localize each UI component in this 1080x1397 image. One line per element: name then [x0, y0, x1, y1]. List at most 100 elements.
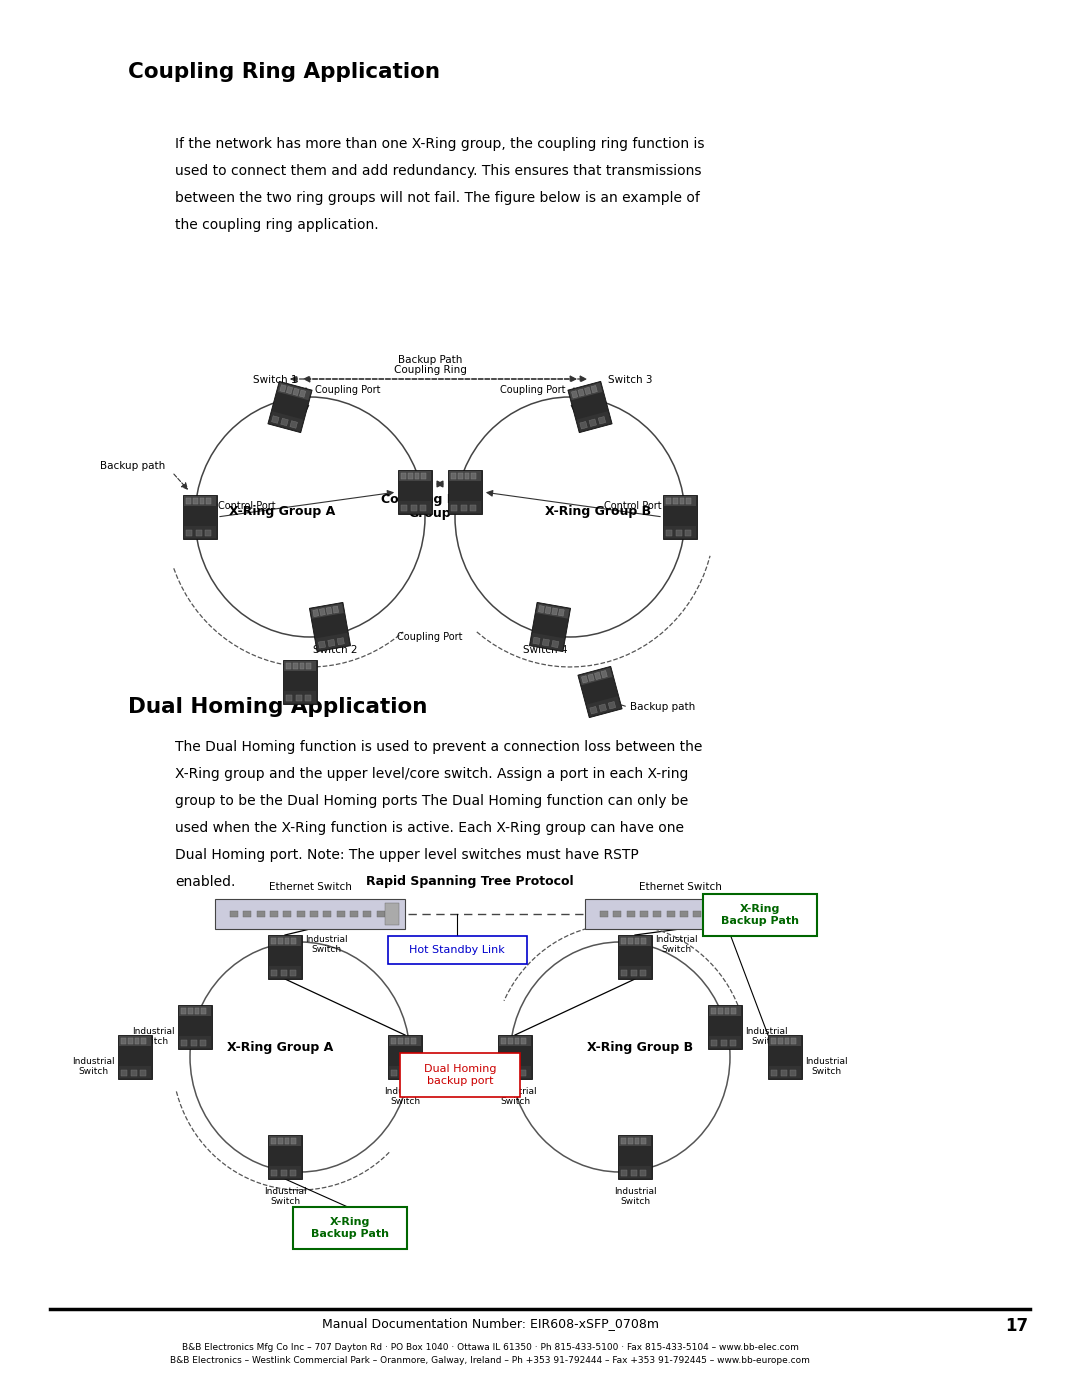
Bar: [286, 387, 293, 394]
Bar: [585, 900, 775, 929]
Bar: [205, 529, 212, 536]
Bar: [666, 529, 672, 536]
Bar: [311, 604, 343, 619]
Bar: [545, 606, 551, 613]
Bar: [257, 911, 265, 916]
Bar: [680, 911, 688, 916]
Bar: [708, 1035, 741, 1048]
Bar: [619, 965, 651, 978]
Text: X-Ring Group A: X-Ring Group A: [229, 506, 335, 518]
Bar: [631, 970, 636, 977]
Bar: [499, 1066, 531, 1078]
Bar: [121, 1070, 127, 1076]
Bar: [121, 1038, 125, 1044]
Bar: [769, 1066, 801, 1078]
Bar: [720, 1039, 727, 1046]
Bar: [591, 386, 597, 393]
Text: X-Ring
Backup Path: X-Ring Backup Path: [311, 1217, 389, 1239]
Bar: [706, 911, 715, 916]
Text: X-Ring Group B: X-Ring Group B: [545, 506, 651, 518]
Bar: [558, 609, 564, 616]
Bar: [320, 609, 325, 616]
Bar: [536, 604, 569, 619]
Bar: [420, 504, 427, 511]
Text: Coupling Port: Coupling Port: [499, 386, 565, 395]
Bar: [590, 707, 597, 714]
Bar: [471, 472, 476, 479]
Bar: [781, 1070, 786, 1076]
Text: Switch 2: Switch 2: [313, 645, 357, 655]
Bar: [326, 608, 332, 615]
Text: Industrial
Switch: Industrial Switch: [305, 935, 348, 954]
Bar: [408, 472, 413, 479]
Bar: [269, 411, 303, 432]
Text: X-Ring Group B: X-Ring Group B: [586, 1041, 693, 1053]
Bar: [511, 1070, 516, 1076]
Bar: [571, 391, 578, 398]
Bar: [621, 970, 627, 977]
Bar: [679, 497, 685, 504]
Bar: [305, 694, 311, 701]
Bar: [270, 911, 278, 916]
Bar: [771, 1070, 778, 1076]
Bar: [291, 970, 296, 977]
Bar: [501, 1070, 508, 1076]
Bar: [284, 937, 289, 944]
Bar: [608, 701, 616, 710]
Bar: [119, 1066, 151, 1078]
Bar: [529, 602, 570, 651]
Bar: [243, 911, 252, 916]
Bar: [281, 1169, 286, 1176]
Bar: [192, 497, 198, 504]
FancyBboxPatch shape: [293, 1207, 407, 1249]
Bar: [784, 1038, 789, 1044]
Text: 17: 17: [1004, 1317, 1028, 1336]
Bar: [410, 504, 417, 511]
Bar: [183, 495, 217, 539]
Text: Control Port: Control Port: [605, 502, 662, 511]
Text: Coupling Ring Application: Coupling Ring Application: [129, 61, 440, 82]
Text: Industrial
Switch: Industrial Switch: [654, 935, 698, 954]
Text: group to be the Dual Homing ports The Dual Homing function can only be: group to be the Dual Homing ports The Du…: [175, 793, 688, 807]
Bar: [271, 937, 275, 944]
Bar: [293, 388, 299, 395]
Bar: [521, 1070, 526, 1076]
Bar: [621, 1169, 627, 1176]
Text: B&B Electronics Mfg Co Inc – 707 Dayton Rd · PO Box 1040 · Ottawa IL 61350 · Ph : B&B Electronics Mfg Co Inc – 707 Dayton …: [181, 1343, 798, 1352]
Bar: [399, 469, 432, 514]
Bar: [539, 605, 544, 612]
Bar: [389, 1037, 421, 1046]
FancyBboxPatch shape: [703, 894, 816, 936]
Bar: [720, 911, 728, 916]
Bar: [514, 1038, 519, 1044]
Bar: [653, 911, 661, 916]
Bar: [569, 383, 603, 400]
Bar: [619, 1165, 651, 1178]
Text: between the two ring groups will not fail. The figure below is an example of: between the two ring groups will not fai…: [175, 191, 700, 205]
Bar: [350, 911, 357, 916]
Text: Control Port: Control Port: [218, 502, 275, 511]
Bar: [307, 662, 311, 669]
Text: Backup path: Backup path: [99, 461, 165, 471]
Text: The Dual Homing function is used to prevent a connection loss between the: The Dual Homing function is used to prev…: [175, 740, 702, 754]
Bar: [685, 529, 691, 536]
Bar: [552, 608, 557, 615]
Bar: [135, 1038, 139, 1044]
Bar: [291, 1169, 296, 1176]
Bar: [711, 1007, 716, 1014]
Text: Rapid Spanning Tree Protocol: Rapid Spanning Tree Protocol: [366, 875, 573, 888]
Bar: [315, 633, 350, 651]
Bar: [733, 911, 741, 916]
Bar: [584, 387, 591, 394]
Text: Industrial
Switch: Industrial Switch: [383, 1087, 427, 1106]
Bar: [586, 696, 621, 717]
Text: Industrial
Switch: Industrial Switch: [494, 1087, 537, 1106]
Bar: [194, 1007, 200, 1014]
Bar: [299, 662, 305, 669]
Bar: [284, 1137, 289, 1144]
Bar: [337, 637, 345, 645]
Bar: [201, 1007, 206, 1014]
Bar: [284, 661, 316, 671]
Bar: [578, 388, 584, 397]
Bar: [268, 381, 312, 433]
